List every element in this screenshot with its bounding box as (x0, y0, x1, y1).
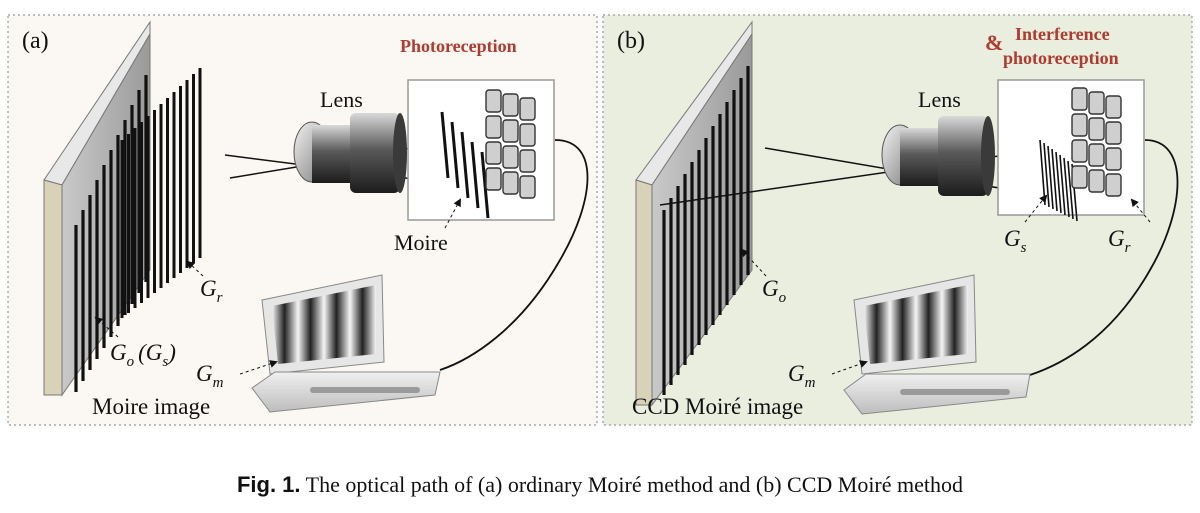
photo-cell (519, 175, 536, 199)
photo-cell (1071, 139, 1088, 163)
moire-fringe-line (450, 121, 460, 189)
photo-cell (519, 123, 536, 147)
object-grating-go-b (635, 20, 753, 407)
photo-cell (1088, 117, 1105, 141)
photoreception-label: Photoreception (400, 36, 517, 56)
photo-cell (485, 167, 502, 191)
interference-label: Interference (1015, 24, 1110, 44)
photo-cell (1088, 143, 1105, 167)
laptop-b (843, 274, 1031, 415)
gr-label-a: Gr (200, 276, 223, 306)
go-gs-label: Go (Gs) (110, 340, 176, 370)
gm-arrow-b (831, 360, 868, 375)
gm-arrow-a (239, 360, 278, 375)
photo-cell (502, 145, 519, 169)
gm-label-a: Gm (196, 361, 224, 391)
gs-label-b: Gs (1004, 226, 1027, 256)
interference-line (1059, 154, 1066, 216)
photo-cell (1071, 113, 1088, 137)
photo-cell (1105, 121, 1122, 145)
go-arrow-a (94, 316, 119, 338)
photo-cell (1105, 147, 1122, 171)
panel-a: (a) Photoreception Lens (7, 14, 598, 426)
go-label-b: Go (762, 276, 787, 306)
photo-cell (485, 115, 502, 139)
ccd-sensor-b (997, 79, 1145, 222)
gr-arrow-b (1130, 198, 1151, 223)
photo-cell (519, 97, 536, 121)
photo-cell (502, 93, 519, 117)
photo-cell (1088, 169, 1105, 193)
figure-number: Fig. 1. (236, 472, 301, 497)
interference-line (1055, 151, 1062, 214)
photo-cell (1071, 87, 1088, 111)
panel-b: (b) & Interference photoreception Lens (602, 14, 1193, 426)
moire-image-label: Moire image (92, 394, 210, 419)
reference-grating-gr (120, 68, 202, 318)
moire-fringe-line (470, 141, 480, 209)
photo-cell (1088, 91, 1105, 115)
lens-label-b: Lens (918, 87, 961, 112)
gm-label-b: Gm (788, 361, 816, 391)
cable-a (439, 139, 589, 371)
figure-caption: Fig. 1. The optical path of (a) ordinary… (0, 472, 1200, 498)
photo-cell (519, 149, 536, 173)
object-grating-go (43, 20, 151, 397)
panel-b-label: (b) (617, 28, 645, 54)
photo-cell (1105, 95, 1122, 119)
cable-b (1029, 139, 1179, 376)
photo-cell (485, 89, 502, 113)
moire-fringe-line (480, 151, 490, 219)
ampersand-label: & (985, 30, 1003, 55)
lens-label-a: Lens (320, 87, 363, 112)
ccd-moire-image-label: CCD Moiré image (632, 394, 803, 419)
laptop-a (251, 274, 441, 413)
interference-line (1043, 142, 1050, 208)
lens-a (293, 113, 407, 193)
lens-b (881, 116, 995, 196)
moire-fringe-line (440, 111, 450, 179)
interference-line (1039, 139, 1046, 206)
photo-cell (1105, 173, 1122, 197)
photo-cell (502, 119, 519, 143)
interference-line (1051, 148, 1058, 212)
photoreception-label-b: photoreception (1003, 48, 1119, 68)
photo-cell (502, 171, 519, 195)
moire-fringe-line (460, 131, 470, 199)
ccd-sensor-a (407, 79, 555, 221)
panel-a-label: (a) (22, 28, 49, 54)
caption-text: The optical path of (a) ordinary Moiré m… (300, 472, 964, 497)
moire-arrow (444, 198, 461, 229)
interference-line (1067, 160, 1074, 220)
photo-cell (485, 141, 502, 165)
gr-label-b: Gr (1108, 226, 1131, 256)
interference-line (1047, 145, 1054, 210)
photo-cell (1071, 165, 1088, 189)
moire-label: Moire (394, 230, 448, 255)
interference-line (1063, 157, 1070, 218)
